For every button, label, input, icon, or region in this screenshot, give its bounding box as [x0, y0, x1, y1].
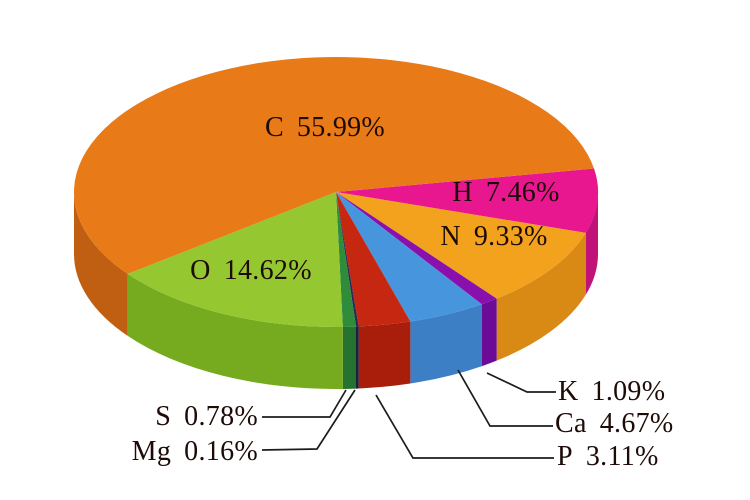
slice-side-h: [585, 192, 598, 295]
slice-top-h: [336, 168, 599, 233]
callout-line-mg: [261, 389, 356, 451]
slice-top-o: [127, 192, 343, 327]
slice-top-c: [73, 57, 595, 274]
slice-top-p: [336, 192, 411, 327]
slice-side-s: [342, 326, 357, 389]
callout-line-s: [262, 389, 347, 418]
slice-top-n: [336, 192, 586, 299]
slice-top-k: [336, 192, 497, 305]
slice-side-mg: [356, 326, 359, 389]
slice-side-p: [358, 321, 411, 389]
slice-side-n: [496, 232, 586, 361]
callout-line-p: [375, 394, 554, 459]
slice-top-s: [336, 192, 357, 327]
callout-line-k: [486, 372, 556, 393]
slice-side-c: [74, 192, 128, 336]
callout-line-ca: [457, 369, 553, 427]
slice-top-ca: [336, 192, 482, 322]
slice-top-mg: [336, 192, 359, 327]
slice-side-ca: [410, 304, 482, 384]
slice-side-o: [127, 273, 343, 389]
slice-side-k: [481, 298, 497, 367]
